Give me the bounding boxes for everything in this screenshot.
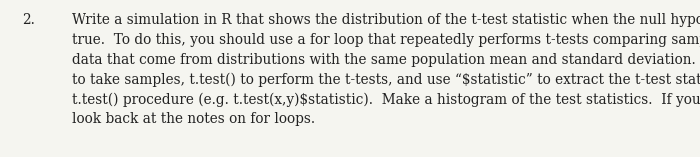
Text: t.test() procedure (e.g. t.test(x,y)$statistic).  Make a histogram of the test s: t.test() procedure (e.g. t.test(x,y)$sta…	[72, 92, 700, 107]
Text: 2.: 2.	[22, 13, 35, 27]
Text: data that come from distributions with the same population mean and standard dev: data that come from distributions with t…	[72, 53, 700, 67]
Text: true.  To do this, you should use a for loop that repeatedly performs t-tests co: true. To do this, you should use a for l…	[72, 33, 700, 47]
Text: look back at the notes on for loops.: look back at the notes on for loops.	[72, 112, 315, 126]
Text: Write a simulation in R that shows the distribution of the t-test statistic when: Write a simulation in R that shows the d…	[72, 13, 700, 27]
Text: to take samples, t.test() to perform the t-tests, and use “$statistic” to extrac: to take samples, t.test() to perform the…	[72, 72, 700, 87]
